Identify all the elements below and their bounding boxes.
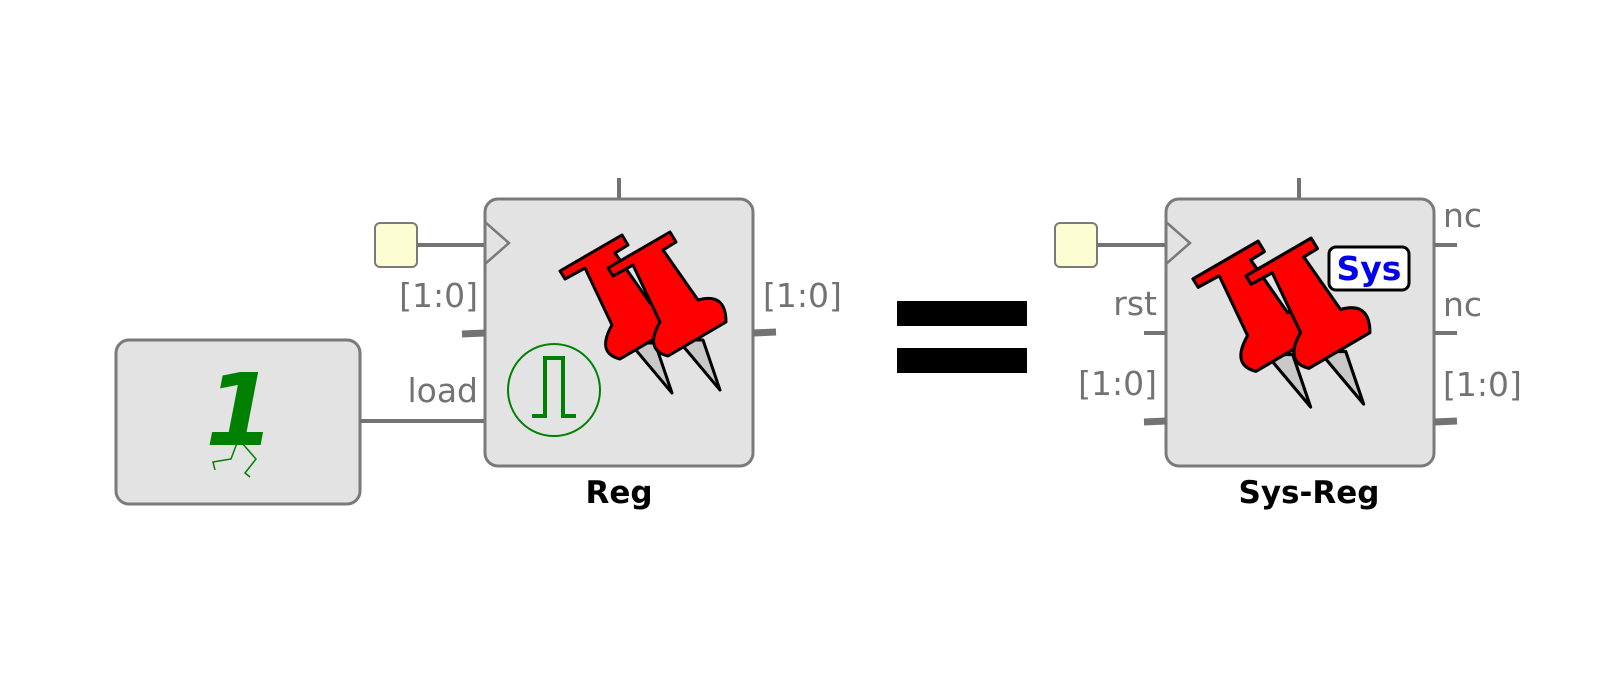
reg-output-stub bbox=[752, 328, 777, 337]
sys-reg-nc-top-label: nc bbox=[1443, 196, 1482, 235]
clock-triangle-icon bbox=[1165, 221, 1192, 265]
sys-badge: Sys bbox=[1327, 245, 1411, 292]
sys-reg-input-bus-label: [1:0] bbox=[1078, 364, 1157, 403]
clock-source-1[interactable] bbox=[374, 222, 418, 268]
sys-reg-output-stub bbox=[1433, 417, 1458, 426]
sys-reg-block[interactable]: Sys Sys-Reg bbox=[1143, 178, 1458, 511]
constant-block[interactable]: 1 bbox=[114, 338, 362, 506]
equals-sign bbox=[897, 301, 1027, 373]
sys-reg-input-stub bbox=[1143, 417, 1167, 426]
clock-triangle-icon bbox=[484, 221, 511, 265]
sys-reg-rst-label: rst bbox=[1113, 284, 1157, 323]
reg-input-stub bbox=[461, 329, 486, 338]
reg-output-bus-label: [1:0] bbox=[763, 276, 842, 315]
sys-badge-text: Sys bbox=[1337, 249, 1402, 288]
reg-block[interactable]: Reg bbox=[461, 178, 777, 511]
reg-load-label: load bbox=[407, 371, 478, 410]
sys-reg-block-title: Sys-Reg bbox=[1239, 475, 1380, 511]
reg-input-bus-label: [1:0] bbox=[399, 276, 478, 315]
reg-block-title: Reg bbox=[585, 475, 652, 511]
sys-reg-output-bus-label: [1:0] bbox=[1443, 365, 1522, 404]
walking-legs-icon bbox=[212, 442, 257, 478]
sys-reg-nc-mid-label: nc bbox=[1443, 285, 1482, 324]
clock-source-2[interactable] bbox=[1054, 222, 1098, 268]
pulse-icon bbox=[507, 343, 601, 437]
constant-value-glyph: 1 bbox=[205, 352, 275, 469]
